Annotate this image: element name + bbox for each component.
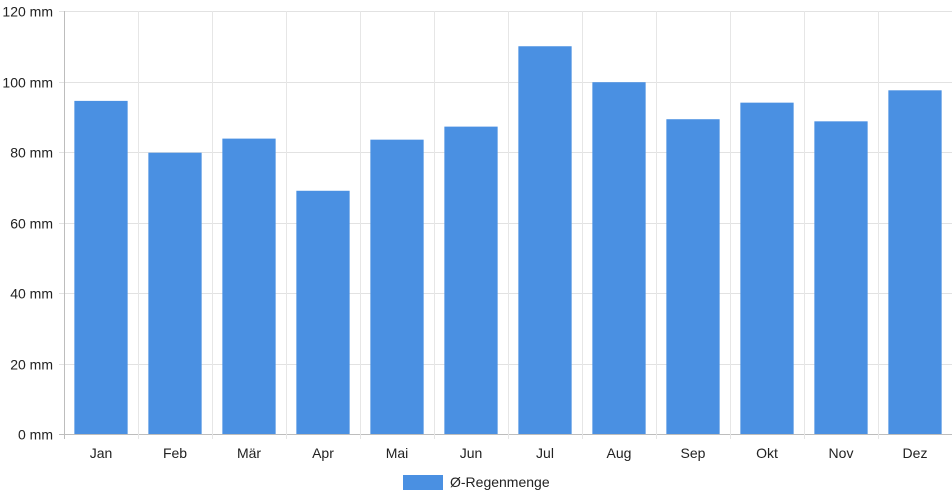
- bar-aug[interactable]: [592, 82, 646, 434]
- y-tick-label: 0 mm: [18, 427, 53, 443]
- x-tick-label: Jul: [536, 445, 554, 461]
- x-tick-label: Dez: [903, 445, 928, 461]
- x-tick-label: Feb: [163, 445, 187, 461]
- y-tick-label: 80 mm: [10, 145, 53, 161]
- x-tick-label: Nov: [829, 445, 854, 461]
- x-tick-label: Jun: [460, 445, 483, 461]
- y-tick-label: 60 mm: [10, 216, 53, 232]
- grid: [59, 11, 952, 439]
- legend[interactable]: Ø-Regenmenge: [403, 474, 550, 490]
- x-tick-label: Sep: [681, 445, 706, 461]
- bar-okt[interactable]: [740, 102, 794, 435]
- x-tick-label: Jan: [90, 445, 113, 461]
- bar-mai[interactable]: [370, 139, 424, 434]
- bar-dez[interactable]: [888, 90, 942, 434]
- x-tick-label: Aug: [607, 445, 632, 461]
- bars: [74, 46, 942, 435]
- legend-label: Ø-Regenmenge: [450, 474, 550, 490]
- x-tick-label: Okt: [756, 445, 778, 461]
- bar-sep[interactable]: [666, 119, 720, 434]
- bar-apr[interactable]: [296, 190, 350, 434]
- bar-nov[interactable]: [814, 121, 868, 435]
- bar-jul[interactable]: [518, 46, 572, 434]
- y-tick-label: 40 mm: [10, 286, 53, 302]
- x-tick-label: Mai: [386, 445, 409, 461]
- x-axis-tick-labels: Jan Feb Mär Apr Mai Jun Jul Aug Sep Okt Nov Dez: [90, 445, 928, 461]
- y-tick-label: 120 mm: [2, 4, 53, 20]
- legend-swatch: [403, 475, 443, 490]
- x-tick-label: Mär: [237, 445, 261, 461]
- x-tick-label: Apr: [312, 445, 334, 461]
- bar-feb[interactable]: [148, 152, 202, 434]
- bar-jan[interactable]: [74, 100, 128, 434]
- y-axis-tick-labels: 0 mm 20 mm 40 mm 60 mm 80 mm 100 mm 120 mm: [2, 4, 53, 443]
- y-tick-label: 100 mm: [2, 75, 53, 91]
- bar-jun[interactable]: [444, 126, 498, 435]
- bar-mär[interactable]: [222, 138, 276, 435]
- y-tick-label: 20 mm: [10, 357, 53, 373]
